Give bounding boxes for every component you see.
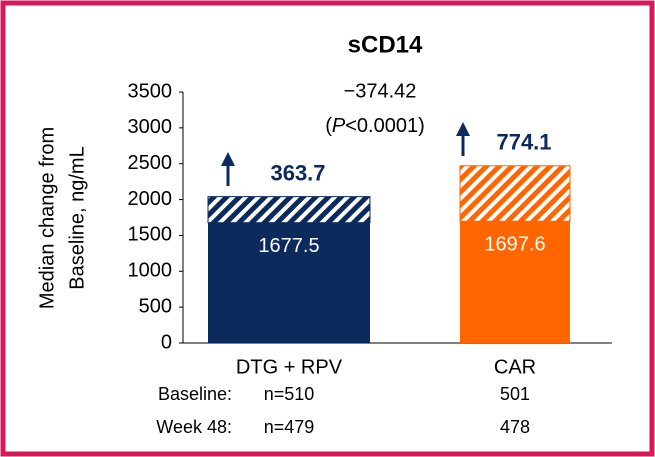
y-tick-label: 1500 <box>128 224 173 246</box>
y-tick-label: 3000 <box>128 116 173 138</box>
p-rest: <0.0001) <box>345 115 425 137</box>
data-label: 363.7 <box>270 160 325 185</box>
row-value: 478 <box>500 417 530 437</box>
x-tick-label: DTG + RPV <box>236 356 343 378</box>
data-label: 1697.6 <box>484 234 545 256</box>
bar-segment <box>208 222 370 343</box>
bar-segment <box>460 221 570 343</box>
bar-segment <box>207 196 371 224</box>
difference: −374.42 <box>344 80 417 102</box>
y-axis-label: Baseline, ng/mL <box>66 146 88 289</box>
row-label: Week 48: <box>156 417 232 437</box>
y-tick-label: 500 <box>139 295 172 317</box>
p-open: ( <box>325 115 332 137</box>
row-value: 501 <box>500 384 530 404</box>
data-label: 1677.5 <box>258 235 319 257</box>
y-tick-label: 2000 <box>128 188 173 210</box>
data-label: 774.1 <box>496 130 551 155</box>
row-label: Baseline: <box>158 384 232 404</box>
p-letter: P <box>332 115 346 137</box>
row-value: n=510 <box>264 384 315 404</box>
y-axis-label: Median change from <box>36 127 58 309</box>
row-value: n=479 <box>264 417 315 437</box>
y-tick-label: 3500 <box>128 80 173 102</box>
x-tick-label: CAR <box>494 356 536 378</box>
y-tick-label: 1000 <box>128 260 173 282</box>
bar-segment <box>459 165 571 222</box>
p-value: (P<0.0001) <box>325 115 425 137</box>
y-tick-label: 0 <box>161 331 172 353</box>
chart-title: sCD14 <box>348 31 423 58</box>
arrow <box>221 122 470 186</box>
y-tick-label: 2500 <box>128 152 173 174</box>
